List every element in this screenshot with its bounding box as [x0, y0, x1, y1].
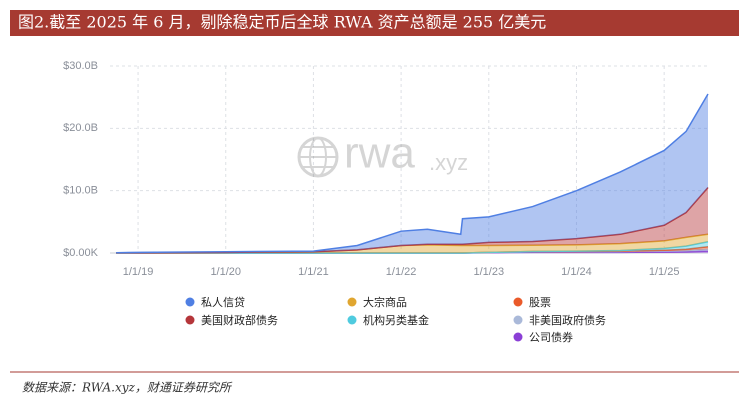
legend-label: 股票	[529, 296, 551, 309]
watermark: rwa .xyz	[297, 129, 468, 178]
legend-label: 公司债券	[529, 330, 573, 344]
x-tick-label: 1/1/22	[386, 266, 417, 278]
legend-marker	[513, 315, 523, 325]
watermark-globe	[309, 137, 327, 177]
legend-label: 私人信贷	[201, 295, 245, 309]
y-tick-label: $0.00K	[63, 247, 99, 259]
area-line	[116, 93, 709, 254]
plot	[110, 65, 709, 254]
area-line	[116, 241, 709, 254]
legend-marker	[185, 297, 195, 307]
legend-label: 美国财政部债务	[201, 313, 278, 327]
y-tick-label: $10.0B	[63, 185, 98, 197]
legend-label: 大宗商品	[363, 295, 407, 309]
y-tick-label: $20.0B	[63, 122, 98, 134]
x-tick-label: 1/1/21	[298, 266, 329, 278]
watermark-text: .xyz	[429, 150, 468, 175]
x-tick-label: 1/1/25	[649, 266, 680, 278]
legend-marker	[513, 297, 523, 307]
legend-marker	[185, 315, 195, 325]
x-tick-label: 1/1/19	[123, 266, 154, 278]
legend-marker	[513, 332, 523, 342]
chart-title: 图2.截至 2025 年 6 月，剔除稳定币后全球 RWA 资产总额是 255 …	[18, 13, 546, 32]
watermark-globe	[297, 136, 339, 178]
watermark-text: rwa	[344, 129, 415, 178]
area-fill	[116, 94, 709, 253]
legend-marker	[347, 315, 357, 325]
legend-marker	[347, 297, 357, 307]
x-tick-label: 1/1/23	[473, 266, 504, 278]
x-tick-label: 1/1/20	[210, 266, 241, 278]
legend-label: 机构另类基金	[363, 313, 429, 327]
source-note: 数据来源：RWA.xyz，财通证券研究所	[22, 381, 233, 395]
x-tick-label: 1/1/24	[561, 266, 592, 278]
y-tick-label: $30.0B	[63, 60, 98, 72]
legend-label: 非美国政府债务	[529, 313, 606, 327]
area-fill	[116, 234, 709, 253]
title-bar	[10, 10, 739, 36]
